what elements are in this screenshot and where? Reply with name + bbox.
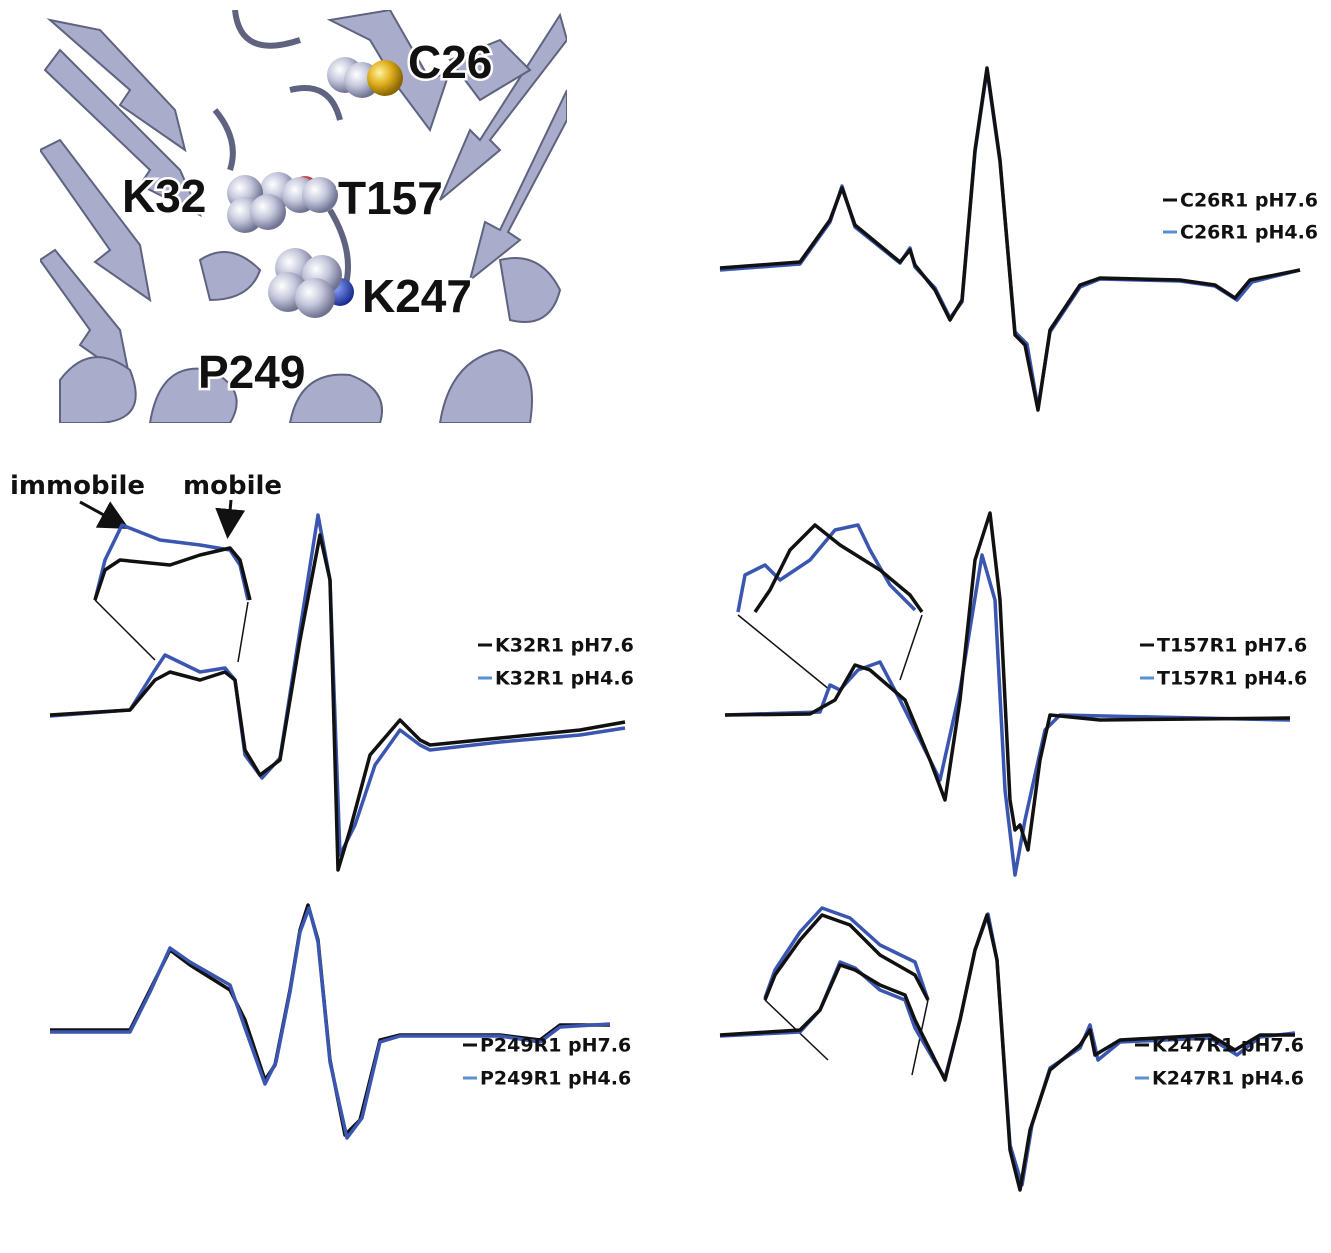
spectrum-panel: P249R1 pH7.6 P249R1 pH4.6 xyxy=(50,905,631,1138)
inset-trace xyxy=(755,525,922,612)
residue-label: K247 xyxy=(362,270,472,322)
spectrum-panel: K247R1 pH7.6 K247R1 pH4.6 xyxy=(720,908,1304,1190)
spectrum-panel: immobile mobile K32R1 pH7.6 K32R1 pH4.6 xyxy=(10,471,634,870)
annotation: immobile xyxy=(10,471,145,501)
protein-structure: C26 T157 K32 K247 P249 xyxy=(40,10,567,423)
arrow xyxy=(80,502,124,526)
spectrum-trace xyxy=(50,905,610,1135)
legend-label: P249R1 pH7.6 xyxy=(480,1035,631,1057)
legend-label: C26R1 pH4.6 xyxy=(1180,222,1318,244)
legend-label: K32R1 pH7.6 xyxy=(495,635,634,657)
figure: C26 T157 K32 K247 P249 C26R1 pH7.6 C26R1… xyxy=(0,0,1331,1253)
inset-trace xyxy=(95,548,250,600)
residue-label: K32 xyxy=(122,170,206,222)
spectrum-trace xyxy=(50,908,610,1138)
connector xyxy=(95,600,155,660)
spectrum-trace xyxy=(50,535,625,870)
residue-label: P249 xyxy=(198,346,305,398)
legend-label: K32R1 pH4.6 xyxy=(495,668,634,690)
legend-label: C26R1 pH7.6 xyxy=(1180,190,1318,212)
legend-label: K247R1 pH4.6 xyxy=(1152,1068,1304,1090)
connector xyxy=(900,615,922,680)
connector xyxy=(738,615,830,690)
connector xyxy=(238,602,248,662)
spectrum-panel: C26R1 pH7.6 C26R1 pH4.6 xyxy=(720,68,1318,410)
legend-label: K247R1 pH7.6 xyxy=(1152,1035,1304,1057)
legend-label: P249R1 pH4.6 xyxy=(480,1068,631,1090)
residue-label: C26 xyxy=(408,36,492,88)
residue-label: T157 xyxy=(338,172,443,224)
arrow xyxy=(228,500,231,533)
spectrum-panel: T157R1 pH7.6 T157R1 pH4.6 xyxy=(725,513,1307,875)
legend-label: T157R1 pH7.6 xyxy=(1157,635,1307,657)
annotation: mobile xyxy=(183,471,282,501)
legend-label: T157R1 pH4.6 xyxy=(1157,668,1307,690)
